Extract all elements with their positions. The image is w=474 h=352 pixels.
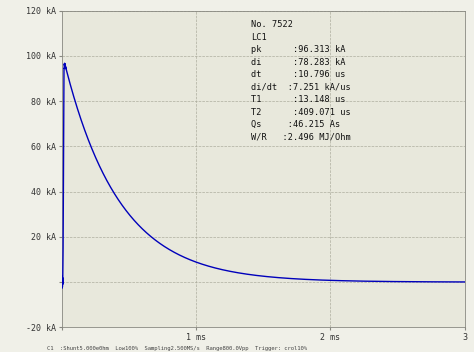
Text: No. 7522
LC1
pk      :96.313 kA
di      :78.283 kA
dt      :10.796 us
di/dt  :7.: No. 7522 LC1 pk :96.313 kA di :78.283 kA… xyxy=(251,20,351,142)
Text: C1  :Shunt5.000e0hm  Low100%  Sampling2.500MS/s  Range800.0Vpp  Trigger: crol10%: C1 :Shunt5.000e0hm Low100% Sampling2.500… xyxy=(47,346,308,351)
